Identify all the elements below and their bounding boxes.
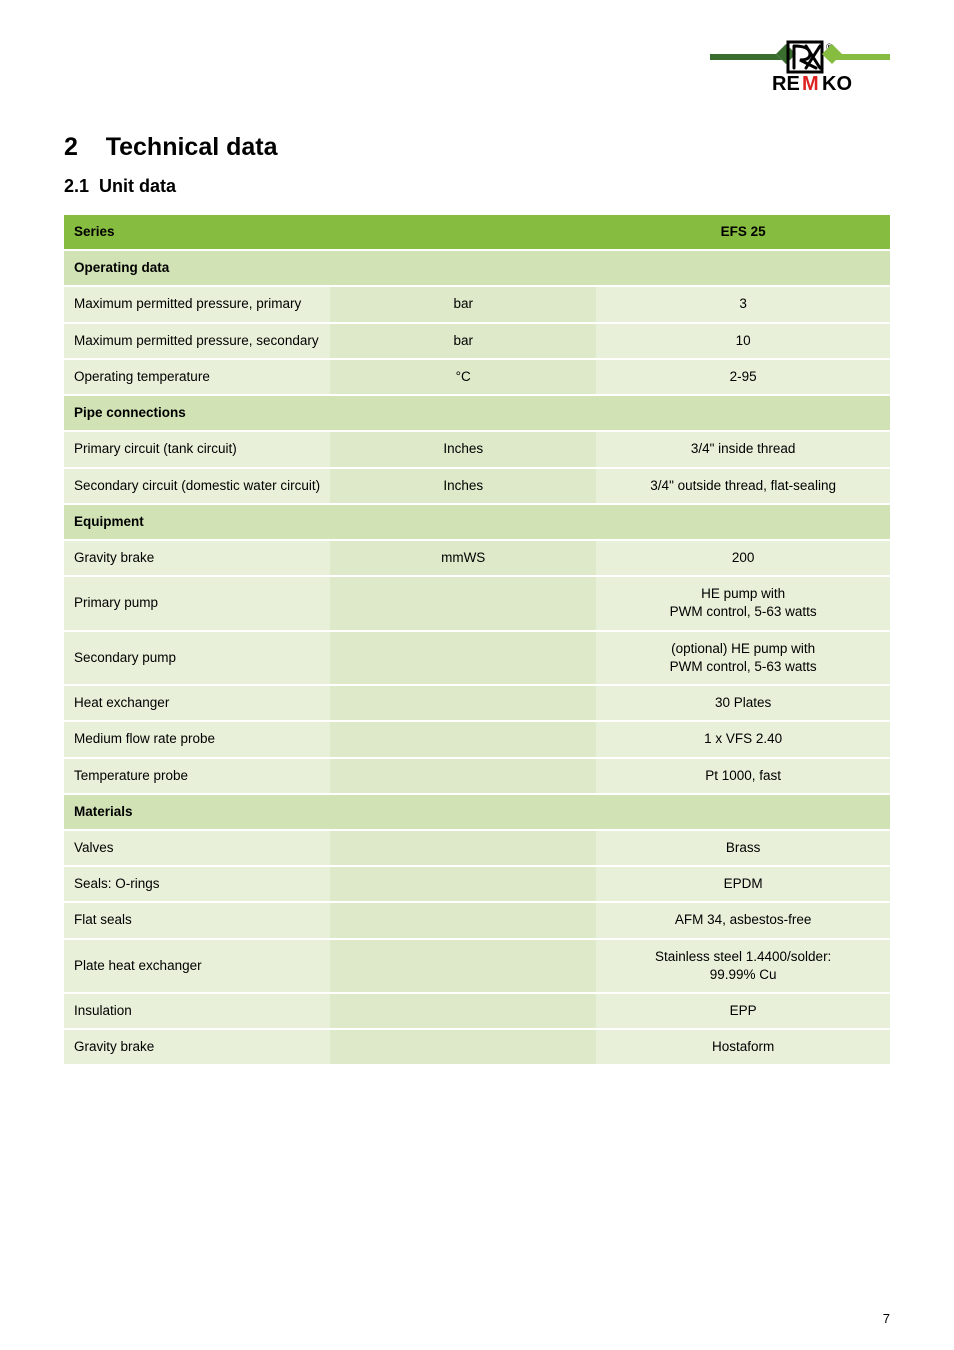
spec-unit-cell [330,939,596,993]
svg-text:RE: RE [772,73,800,92]
table-row: Medium flow rate probe 1 x VFS 2.40 [64,721,890,757]
spec-unit-cell [330,685,596,721]
spec-label-cell: Primary pump [64,576,330,630]
subsection-heading: 2.1 Unit data [64,176,890,197]
subsection-title: Unit data [99,176,176,196]
spec-label-cell: Medium flow rate probe [64,721,330,757]
section-heading: 2 Technical data [64,133,890,162]
spec-unit-cell [330,721,596,757]
section-title-cell: Operating data [64,250,890,286]
spec-label-cell: Gravity brake [64,540,330,576]
spec-value-cell: 3/4" inside thread [596,431,890,467]
table-row: Primary circuit (tank circuit)Inches3/4"… [64,431,890,467]
section-title: Technical data [106,133,278,161]
table-row: Gravity brake Hostaform [64,1029,890,1065]
section-row: Operating data [64,250,890,286]
table-row: Primary pump HE pump withPWM control, 5-6… [64,576,890,630]
spec-unit-cell [330,830,596,866]
spec-unit-cell: mmWS [330,540,596,576]
table-row: Secondary pump (optional) HE pump withPWM… [64,631,890,685]
spec-unit-cell [330,758,596,794]
spec-unit-cell [330,1029,596,1065]
svg-text:KO: KO [822,73,852,92]
spec-value-cell: Hostaform [596,1029,890,1065]
section-row: Pipe connections [64,395,890,431]
spec-label-cell: Flat seals [64,902,330,938]
spec-label-cell: Plate heat exchanger [64,939,330,993]
spec-value-cell: 1 x VFS 2.40 [596,721,890,757]
table-row: Temperature probe Pt 1000, fast [64,758,890,794]
page-number: 7 [883,1311,890,1326]
table-row: Seals: O-rings EPDM [64,866,890,902]
spec-label-cell: Heat exchanger [64,685,330,721]
table-row: Maximum permitted pressure, primarybar3 [64,286,890,322]
spec-label-cell: Primary circuit (tank circuit) [64,431,330,467]
svg-text:M: M [802,73,819,92]
section-title-cell: Pipe connections [64,395,890,431]
table-header-row: SeriesEFS 25 [64,215,890,250]
spec-value-cell: 10 [596,323,890,359]
subsection-number: 2.1 [64,176,89,196]
table-row: Flat seals AFM 34, asbestos-free [64,902,890,938]
table-row: Maximum permitted pressure, secondarybar… [64,323,890,359]
table-row: Insulation EPP [64,993,890,1029]
spec-unit-cell [330,993,596,1029]
spec-label-cell: Valves [64,830,330,866]
spec-table: SeriesEFS 25Operating dataMaximum permit… [64,215,890,1066]
section-number: 2 [64,133,78,161]
spec-value-cell: HE pump withPWM control, 5-63 watts [596,576,890,630]
spec-value-cell: Stainless steel 1.4400/solder:99.99% Cu [596,939,890,993]
spec-unit-cell [330,576,596,630]
spec-value-cell: 2-95 [596,359,890,395]
spec-value-cell: Brass [596,830,890,866]
spec-label-cell: Temperature probe [64,758,330,794]
table-row: Plate heat exchanger Stainless steel 1.44… [64,939,890,993]
table-row: Secondary circuit (domestic water circui… [64,468,890,504]
table-row: Valves Brass [64,830,890,866]
spec-unit-cell: bar [330,323,596,359]
spec-unit-cell: °C [330,359,596,395]
spec-unit-cell [330,866,596,902]
spec-label-cell: Secondary circuit (domestic water circui… [64,468,330,504]
spec-value-cell: 200 [596,540,890,576]
spec-value-cell: Pt 1000, fast [596,758,890,794]
spec-label-cell: Operating temperature [64,359,330,395]
section-row: Equipment [64,504,890,540]
spec-label-cell: Seals: O-rings [64,866,330,902]
spec-value-cell: EPDM [596,866,890,902]
section-title-cell: Materials [64,794,890,830]
spec-label-cell: Gravity brake [64,1029,330,1065]
spec-value-cell: 30 Plates [596,685,890,721]
table-row: Heat exchanger 30 Plates [64,685,890,721]
brand-logo: ® RE M KO [64,40,890,97]
series-header-cell: Series [64,215,596,250]
section-row: Materials [64,794,890,830]
section-title-cell: Equipment [64,504,890,540]
spec-value-cell: (optional) HE pump withPWM control, 5-63… [596,631,890,685]
table-row: Operating temperature°C2-95 [64,359,890,395]
spec-unit-cell: bar [330,286,596,322]
table-row: Gravity brakemmWS200 [64,540,890,576]
spec-label-cell: Secondary pump [64,631,330,685]
spec-unit-cell [330,631,596,685]
spec-label-cell: Maximum permitted pressure, primary [64,286,330,322]
spec-value-cell: EPP [596,993,890,1029]
spec-unit-cell: Inches [330,468,596,504]
spec-unit-cell [330,902,596,938]
product-header-cell: EFS 25 [596,215,890,250]
spec-label-cell: Maximum permitted pressure, secondary [64,323,330,359]
spec-value-cell: 3/4" outside thread, flat-sealing [596,468,890,504]
spec-value-cell: 3 [596,286,890,322]
spec-value-cell: AFM 34, asbestos-free [596,902,890,938]
spec-label-cell: Insulation [64,993,330,1029]
spec-unit-cell: Inches [330,431,596,467]
